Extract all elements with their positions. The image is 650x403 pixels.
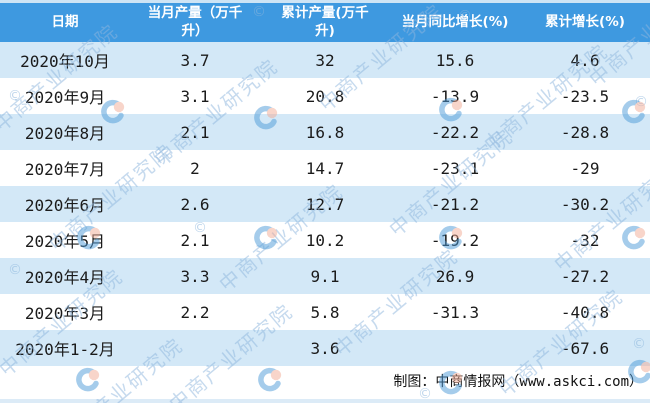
cell: -23.1 (390, 150, 520, 186)
cell-date: 2020年6月 (0, 186, 130, 222)
cell-date: 2020年10月 (0, 42, 130, 78)
cell: -67.6 (520, 330, 650, 366)
header-cell-monthly-output: 当月产量（万千 升） (130, 3, 260, 42)
cell: -28.8 (520, 114, 650, 150)
table-row: 2020年10月 3.7 32 15.6 4.6 (0, 42, 650, 78)
cell: 10.2 (260, 222, 390, 258)
header-cell-cum-growth: 累计增长(%) (520, 3, 650, 42)
cell: 9.1 (260, 258, 390, 294)
cell: -30.2 (520, 186, 650, 222)
cell: -19.2 (390, 222, 520, 258)
table-row: 2020年1-2月 3.6 -67.6 (0, 330, 650, 366)
table-row: 2020年6月 2.6 12.7 -21.2 -30.2 (0, 186, 650, 222)
cell: 12.7 (260, 186, 390, 222)
cell: 15.6 (390, 42, 520, 78)
table-row: 2020年5月 2.1 10.2 -19.2 -32 (0, 222, 650, 258)
watermark-logo-icon (258, 367, 282, 392)
cell (390, 330, 520, 366)
cell: -13.9 (390, 78, 520, 114)
cell-date: 2020年9月 (0, 78, 130, 114)
production-table: 日期 当月产量（万千 升） 累计产量(万千 升) 当月同比增长(%) 累计增长(… (0, 3, 650, 366)
cell: -22.2 (390, 114, 520, 150)
header-cell-yoy-growth: 当月同比增长(%) (390, 3, 520, 42)
cell: -32 (520, 222, 650, 258)
header-row: 日期 当月产量（万千 升） 累计产量(万千 升) 当月同比增长(%) 累计增长(… (0, 3, 650, 42)
source-credit: 制图：中商情报网（www.askci.com） (393, 374, 643, 390)
cell: 16.8 (260, 114, 390, 150)
table-row: 2020年4月 3.3 9.1 26.9 -27.2 (0, 258, 650, 294)
cell: 2 (130, 150, 260, 186)
cell: 5.8 (260, 294, 390, 330)
cell: 3.1 (130, 78, 260, 114)
table-row: 2020年9月 3.1 20.8 -13.9 -23.5 (0, 78, 650, 114)
cell-date: 2020年1-2月 (0, 330, 130, 366)
cell: 2.1 (130, 222, 260, 258)
header-cell-date: 日期 (0, 3, 130, 42)
cell: 32 (260, 42, 390, 78)
cell: 2.1 (130, 114, 260, 150)
cell: -27.2 (520, 258, 650, 294)
cell: -29 (520, 150, 650, 186)
cell: 2.2 (130, 294, 260, 330)
cell: 14.7 (260, 150, 390, 186)
cell-date: 2020年5月 (0, 222, 130, 258)
watermark-logo-icon (76, 367, 100, 392)
cell: -21.2 (390, 186, 520, 222)
cell: 20.8 (260, 78, 390, 114)
cell: -40.8 (520, 294, 650, 330)
table-row: 2020年7月 2 14.7 -23.1 -29 (0, 150, 650, 186)
header-cell-cum-output: 累计产量(万千 升) (260, 3, 390, 42)
cell (130, 330, 260, 366)
table-row: 2020年3月 2.2 5.8 -31.3 -40.8 (0, 294, 650, 330)
cell: 26.9 (390, 258, 520, 294)
cell-date: 2020年8月 (0, 114, 130, 150)
top-strip (0, 0, 650, 3)
cell: 3.3 (130, 258, 260, 294)
cell: 3.7 (130, 42, 260, 78)
cell-date: 2020年3月 (0, 294, 130, 330)
cell-date: 2020年4月 (0, 258, 130, 294)
cell: -23.5 (520, 78, 650, 114)
table-row: 2020年8月 2.1 16.8 -22.2 -28.8 (0, 114, 650, 150)
cell: 4.6 (520, 42, 650, 78)
bottom-strip (0, 399, 650, 403)
cell-date: 2020年7月 (0, 150, 130, 186)
cell: -31.3 (390, 294, 520, 330)
cell: 3.6 (260, 330, 390, 366)
cell: 2.6 (130, 186, 260, 222)
